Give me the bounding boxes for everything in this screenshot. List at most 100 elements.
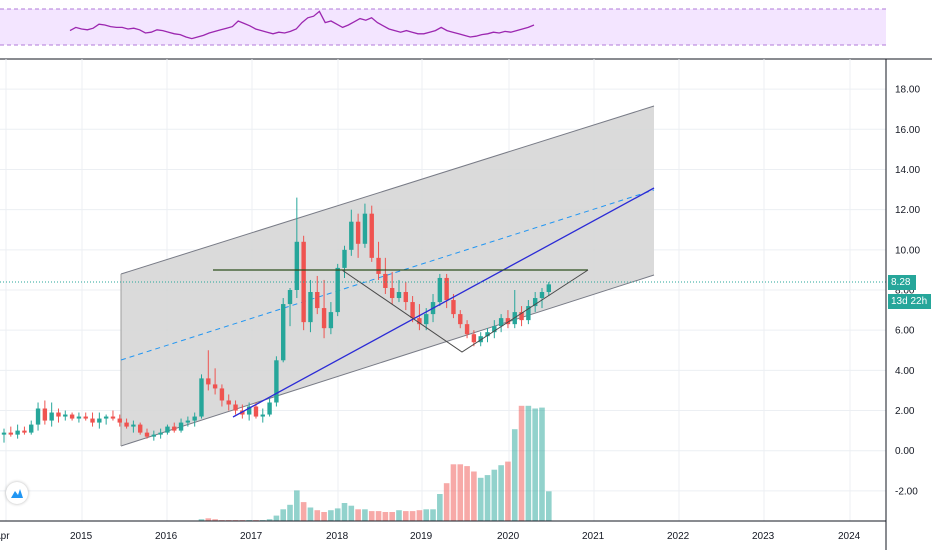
volume-bar [334,508,341,521]
volume-bar [546,491,552,521]
candle-body [178,422,184,431]
candle [185,416,191,427]
candle-body [83,416,88,419]
candle [246,402,252,421]
candle [165,424,170,435]
candle-body [219,388,225,401]
candle [294,197,300,299]
candle-body [281,304,286,361]
candle [199,374,204,419]
candle [539,287,545,309]
price-axis[interactable]: 18.00 16.00 14.00 12.00 10.00 8.00 6.00 4.00 2.0… [895,85,920,498]
candle [532,292,538,313]
volume-bar [518,405,525,521]
candle-body [172,426,177,431]
time-tick-label: 2018 [326,531,349,542]
candle [35,402,41,431]
candle-body [131,424,136,427]
time-tick-label: 2021 [582,531,605,542]
volume-bar [511,429,518,521]
candle-body [471,334,477,343]
volume-bar [321,512,327,521]
candle [471,330,477,347]
candle [69,412,75,421]
candle-body [42,408,48,421]
time-tick-label: 2024 [838,531,861,542]
candle-body [444,277,449,301]
candle-body [505,318,511,325]
volume-bar [328,510,334,521]
candle [1,428,7,443]
candle [389,271,395,305]
candle-body [519,312,524,321]
candle-body [349,221,354,250]
candle-body [294,241,300,290]
price-tick-label: 18.00 [895,85,920,96]
candle-body [233,404,238,411]
volume-bar [464,466,470,521]
volume-bar [457,464,464,521]
candle [342,245,347,278]
candle [444,273,449,309]
volume-bar [389,512,395,521]
volume-bar [266,519,273,521]
tradingview-logo-icon[interactable] [6,482,28,504]
volume-bar [294,490,300,521]
last-price-label: 8.28 [888,275,916,290]
rsi-line [69,10,535,40]
candle-body [212,384,218,389]
candle-body [90,418,95,423]
time-axis[interactable]: Apr 2015 2016 2017 2018 2019 2020 2021 2022 2023 2… [0,531,861,542]
candle-body [8,432,14,435]
volume-bar [280,509,287,521]
volume-bar [409,511,416,521]
candle [15,424,20,439]
time-tick-label: 2019 [410,531,433,542]
price-tick-label: -2.00 [895,486,918,497]
candle [56,408,61,423]
candle-body [69,414,75,419]
candle-body [158,432,163,435]
candle [131,420,136,433]
price-tick-label: 14.00 [895,165,920,176]
candle-body [253,406,259,417]
volume-bar [396,510,402,521]
trendline[interactable] [232,187,655,418]
rsi-band [0,9,886,45]
volume-bar [307,507,314,521]
candles [1,197,551,443]
candle [349,209,354,256]
pattern-triangle[interactable] [341,269,589,353]
candle-body [417,318,422,325]
volume-bar [437,494,443,521]
time-tick-label: 2023 [752,531,775,542]
price-tick-label: 6.00 [895,326,915,337]
candle-body [274,360,279,403]
volume-bar [430,509,436,521]
candle [8,426,14,437]
candle-body [315,292,320,309]
candle-body [424,314,429,325]
candle [144,428,150,439]
candle-body [138,424,143,433]
candle-body [22,430,27,433]
candle-body [532,298,538,307]
candle-body [103,416,109,419]
candle [437,273,443,307]
time-tick-label: 2016 [155,531,178,542]
candle-body [485,332,490,337]
candle [519,306,524,327]
candle [369,205,374,262]
time-tick-label: 2020 [497,531,520,542]
candle-body [526,306,531,321]
candle-body [144,432,150,437]
candle-body [492,326,497,333]
candle [110,410,116,421]
candle-body [328,312,334,329]
candle-body [76,416,82,419]
candle-body [362,213,368,244]
volume-bar [525,405,532,521]
candle-body [451,300,456,315]
candle-body [267,402,272,415]
